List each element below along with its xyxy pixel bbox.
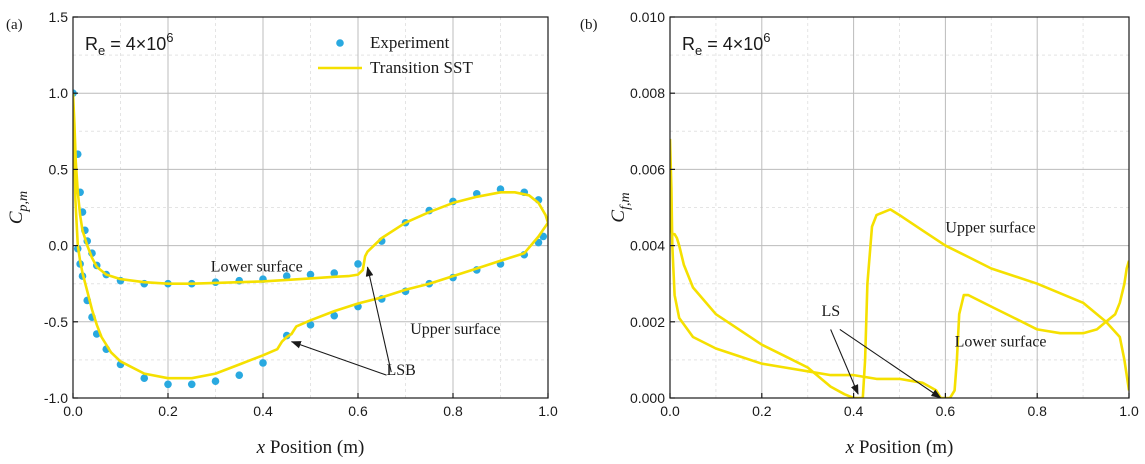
- a-y-tick-label: 1.0: [49, 85, 69, 101]
- b-series-line-0: [670, 169, 1129, 398]
- b-x-tick-label: 0.8: [1027, 403, 1047, 419]
- a-y-tick-label: -0.5: [44, 314, 68, 330]
- a-x-tick-label: 0.2: [158, 403, 178, 419]
- a-legend-label-0: Experiment: [370, 33, 450, 52]
- a-annotation-arrow: [365, 266, 392, 373]
- b-x-tick-label: 1.0: [1119, 403, 1139, 419]
- b-y-tick-label: 0.002: [630, 314, 665, 330]
- a-y-tick-label: -1.0: [44, 390, 68, 406]
- panel-a-chart: 0.0 0.2 0.4 0.6 0.8 1.0 -1.0 -0.5 0.0 0.5 1.0 1.5 (a…: [6, 9, 558, 458]
- a-data-point: [330, 269, 339, 277]
- b-y-tick-label: 0.010: [630, 9, 665, 25]
- a-re-rest: = 4×10: [105, 34, 166, 54]
- a-x-tick-label: 0.4: [253, 403, 273, 419]
- a-re-sup: 6: [166, 30, 173, 45]
- b-re-sub: e: [695, 43, 702, 58]
- b-annotation-ls: LS: [821, 303, 840, 320]
- a-x-tick-label: 1.0: [538, 403, 558, 419]
- b-y-axis-sub: f,m: [618, 192, 633, 210]
- b-re-base: R: [682, 34, 695, 54]
- a-panel-label: (a): [6, 17, 23, 33]
- a-y-axis-label: Cp,m: [6, 191, 31, 224]
- b-x-axis-var: x: [845, 437, 855, 458]
- a-data-point: [306, 270, 315, 279]
- a-y-axis-var: C: [6, 211, 27, 224]
- b-ticks: 0.0 0.2 0.4 0.6 0.8 1.0 0.000 0.002 0.004 0.006 0.…: [630, 9, 1139, 419]
- b-x-tick-label: 0.4: [844, 403, 864, 419]
- b-x-axis-label: x Position (m): [845, 437, 954, 458]
- a-plot-frame: [72, 16, 549, 399]
- a-data-point: [354, 260, 362, 268]
- a-data: [73, 89, 548, 389]
- b-x-axis-rest: Position (m): [854, 437, 953, 458]
- a-re-base: R: [85, 34, 98, 54]
- b-plot-frame: [669, 16, 1130, 399]
- a-data-point: [140, 374, 149, 382]
- b-annotation-arrow: [830, 329, 859, 395]
- b-y-axis-var: C: [608, 210, 629, 223]
- a-ticks: 0.0 0.2 0.4 0.6 0.8 1.0 -1.0 -0.5 0.0 0.5 1.0 1.5: [44, 9, 558, 419]
- b-y-tick-label: 0.008: [630, 85, 665, 101]
- a-annotation-arrow: [290, 341, 387, 376]
- a-x-tick-label: 0.8: [443, 403, 463, 419]
- b-minor-grid: [670, 17, 1129, 398]
- b-y-axis-label: Cf,m: [608, 192, 633, 222]
- b-re-sup: 6: [763, 30, 770, 45]
- a-data-point: [306, 321, 315, 329]
- a-legend-label-1: Transition SST: [370, 58, 473, 77]
- a-series-line-1: [73, 93, 548, 380]
- a-re-sub: e: [98, 43, 105, 58]
- a-data-point: [164, 380, 172, 389]
- a-x-axis-var: x: [256, 437, 266, 458]
- a-y-tick-label: 1.5: [49, 9, 69, 25]
- b-series-line-1: [670, 138, 1129, 398]
- b-reynolds-annotation: Re = 4×106: [682, 30, 771, 58]
- a-data-point: [259, 359, 267, 367]
- b-x-tick-label: 0.6: [936, 403, 956, 419]
- a-data-point: [211, 377, 220, 386]
- a-x-axis-rest: Position (m): [265, 437, 364, 458]
- a-x-tick-label: 0.6: [348, 403, 368, 419]
- a-data-point: [235, 371, 244, 379]
- a-x-tick-label: 0.0: [63, 403, 83, 419]
- b-data: [670, 138, 1129, 398]
- a-y-axis-sub: p,m: [16, 191, 31, 213]
- a-legend: Experiment Transition SST: [318, 33, 473, 77]
- b-annotation-upper-surface: Upper surface: [945, 219, 1035, 236]
- a-legend-marker-experiment: [336, 39, 344, 47]
- a-data-point: [282, 272, 291, 280]
- b-annotation-lower-surface: Lower surface: [955, 334, 1047, 351]
- a-reynolds-annotation: Re = 4×106: [85, 30, 174, 58]
- a-data-point: [330, 311, 339, 320]
- b-x-tick-label: 0.0: [660, 403, 680, 419]
- b-y-tick-label: 0.004: [630, 238, 665, 254]
- a-annotation-upper-surface: Upper surface: [410, 321, 500, 338]
- a-y-tick-label: 0.5: [49, 161, 69, 177]
- a-annotation-lsb: LSB: [387, 362, 416, 379]
- a-x-axis-label: x Position (m): [256, 437, 365, 458]
- a-annotation-lower-surface: Lower surface: [211, 259, 303, 276]
- panel-b-chart: 0.0 0.2 0.4 0.6 0.8 1.0 0.000 0.002 0.004 0.006 0.…: [580, 9, 1139, 458]
- b-y-tick-label: 0.000: [630, 390, 665, 406]
- b-y-tick-label: 0.006: [630, 161, 665, 177]
- b-re-rest: = 4×10: [702, 34, 763, 54]
- a-y-tick-label: 0.0: [49, 238, 69, 254]
- b-annotation-arrow: [839, 328, 942, 399]
- b-x-tick-label: 0.2: [752, 403, 772, 419]
- a-data-point: [187, 380, 196, 389]
- b-panel-label: (b): [580, 17, 598, 33]
- a-minor-grid: [73, 17, 548, 398]
